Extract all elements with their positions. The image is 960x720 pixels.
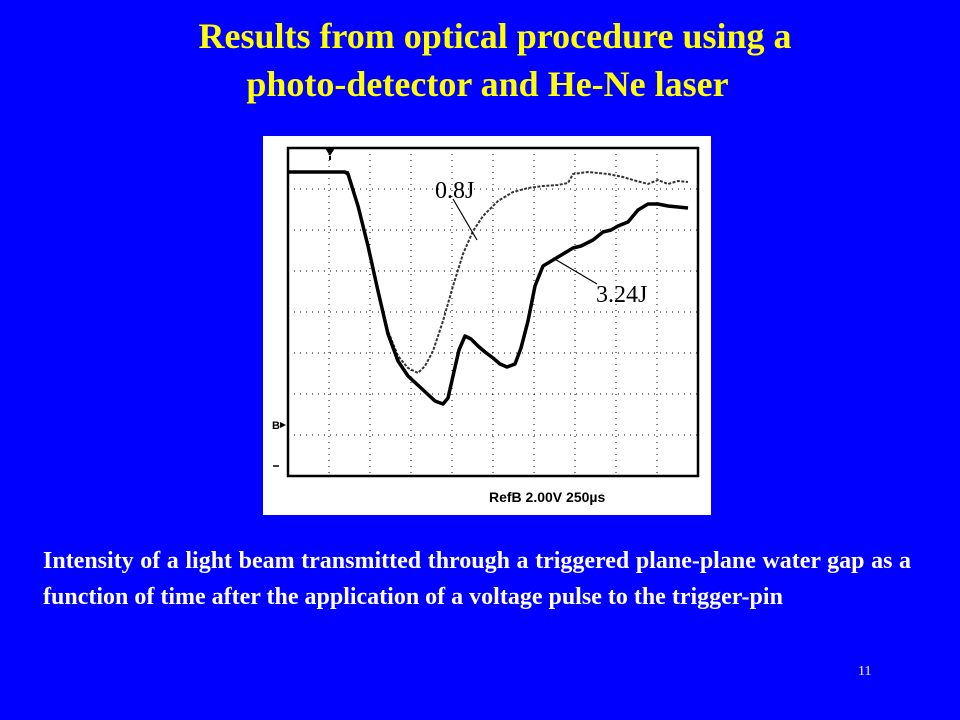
scope-readout: RefB 2.00V 250µs — [489, 489, 605, 505]
figure-caption: Intensity of a light beam transmitted th… — [43, 548, 911, 610]
graticule-frame — [286, 146, 700, 478]
trigger-marker-icon — [325, 148, 335, 156]
label-3-24j: 3.24J — [596, 282, 647, 308]
label-leader-3-24j — [552, 257, 598, 285]
oscilloscope-figure: 0.8J 3.24J B RefB 2.00V 250µs — [263, 136, 711, 515]
trace-0-8j — [288, 170, 689, 375]
oscilloscope-trace-image: 0.8J 3.24J B RefB 2.00V 250µs — [272, 146, 700, 505]
slide-title-line-2: photo-detector and He-Ne laser — [246, 64, 729, 104]
slide-title: Results from optical procedure using a p… — [0, 12, 960, 108]
channel-b-marker: B — [272, 420, 280, 432]
graticule-grid — [288, 148, 698, 476]
slide-title-line-1: Results from optical procedure using a — [198, 16, 792, 56]
slide-number: 11 — [858, 664, 872, 679]
trace-3-24j — [288, 170, 689, 406]
label-leader-0-8j — [452, 198, 478, 241]
label-0-8j: 0.8J — [435, 178, 474, 204]
channel-arrow-icon — [280, 422, 286, 428]
